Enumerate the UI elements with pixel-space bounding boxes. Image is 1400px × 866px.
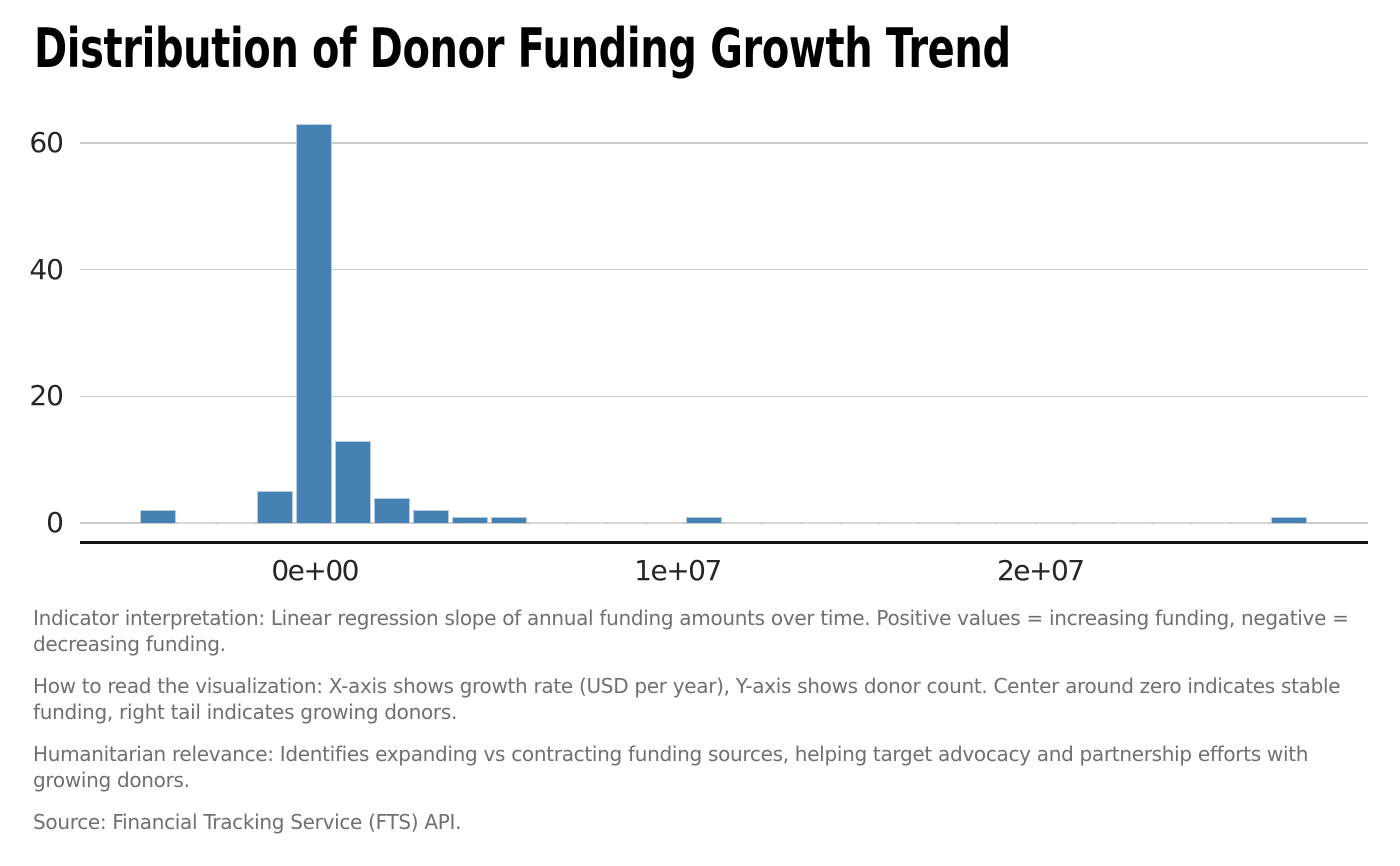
x-tick-label: 1e+07 bbox=[634, 554, 722, 587]
chart-notes: Indicator interpretation: Linear regress… bbox=[33, 606, 1368, 853]
histogram-bar bbox=[491, 516, 528, 523]
zero-count-bin bbox=[569, 521, 606, 524]
note-humanitarian-relevance: Humanitarian relevance: Identifies expan… bbox=[33, 742, 1309, 792]
histogram-bar bbox=[686, 516, 723, 523]
zero-count-bin bbox=[764, 521, 801, 524]
zero-count-bin bbox=[803, 521, 840, 524]
y-tick-label: 20 bbox=[29, 379, 64, 413]
gridline bbox=[80, 268, 1368, 271]
zero-count-bin bbox=[1115, 521, 1152, 524]
zero-count-bin bbox=[881, 521, 918, 524]
histogram-bar bbox=[335, 440, 372, 523]
x-tick-label: 0e+00 bbox=[271, 554, 359, 587]
histogram-bar bbox=[140, 510, 177, 523]
zero-count-bin bbox=[608, 521, 645, 524]
gridline bbox=[80, 395, 1368, 398]
note-source: Source: Financial Tracking Service (FTS)… bbox=[33, 810, 462, 834]
zero-count-bin bbox=[179, 521, 216, 524]
chart-title: Distribution of Donor Funding Growth Tre… bbox=[34, 17, 1011, 80]
y-tick-label: 40 bbox=[29, 252, 64, 286]
histogram-bar bbox=[413, 510, 450, 523]
y-tick-label: 60 bbox=[29, 126, 64, 160]
note-indicator-interpretation: Indicator interpretation: Linear regress… bbox=[33, 606, 1349, 656]
zero-count-bin bbox=[647, 521, 684, 524]
zero-count-bin bbox=[530, 521, 567, 524]
histogram-bar bbox=[452, 516, 489, 523]
zero-count-bin bbox=[920, 521, 957, 524]
x-tick-label: 2e+07 bbox=[996, 554, 1085, 587]
zero-count-bin bbox=[725, 521, 762, 524]
histogram-bar bbox=[296, 124, 333, 523]
histogram-bar bbox=[1271, 516, 1308, 523]
note-how-to-read: How to read the visualization: X-axis sh… bbox=[33, 674, 1341, 724]
zero-count-bin bbox=[998, 521, 1035, 524]
zero-count-bin bbox=[959, 521, 996, 524]
histogram-bar bbox=[374, 497, 411, 523]
y-tick-label: 0 bbox=[46, 506, 64, 539]
gridline bbox=[80, 142, 1368, 144]
zero-count-bin bbox=[1076, 521, 1113, 524]
gridline-zero bbox=[80, 522, 1368, 524]
x-axis-line bbox=[80, 541, 1368, 544]
zero-count-bin bbox=[218, 521, 255, 524]
histogram-plot bbox=[80, 109, 1368, 524]
zero-count-bin bbox=[1232, 521, 1269, 524]
zero-count-bin bbox=[1193, 521, 1230, 524]
histogram-bar bbox=[257, 491, 294, 523]
zero-count-bin bbox=[1154, 521, 1191, 524]
zero-count-bin bbox=[842, 521, 879, 524]
zero-count-bin bbox=[1037, 521, 1074, 524]
